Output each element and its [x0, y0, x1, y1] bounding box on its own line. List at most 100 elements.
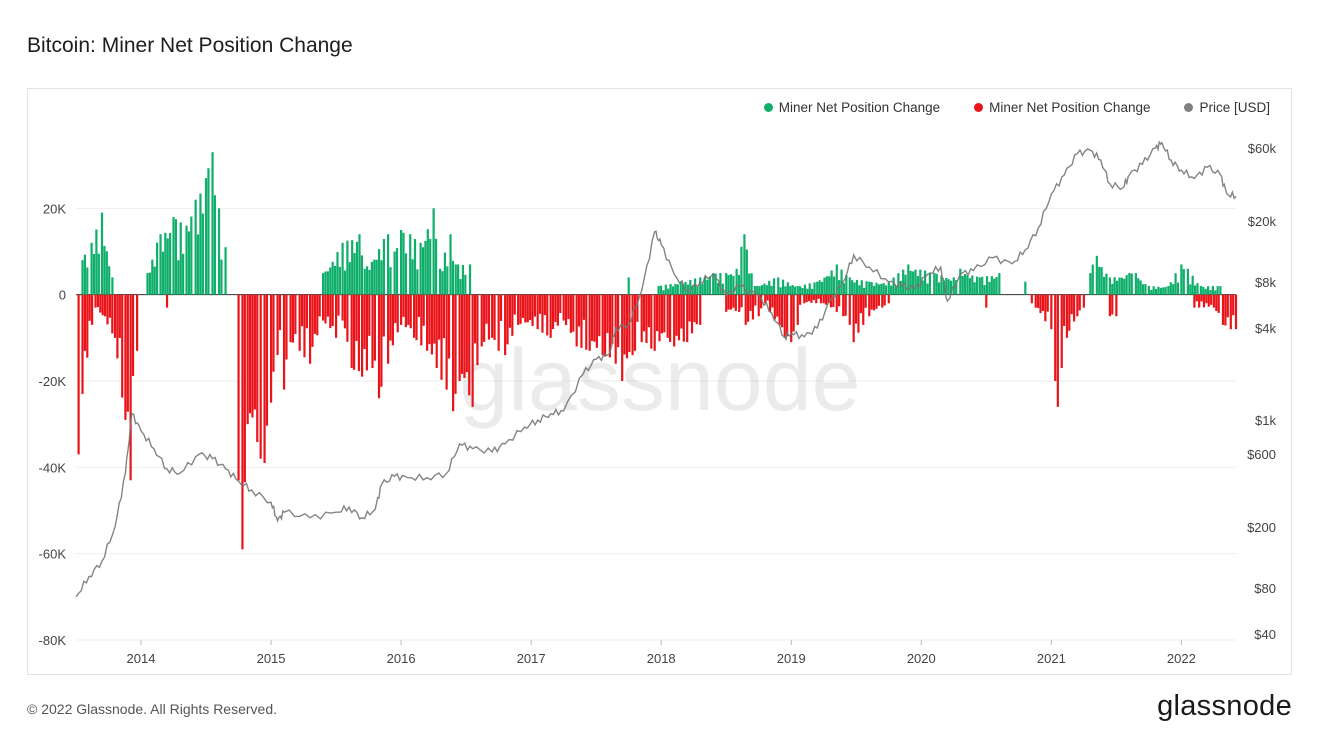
bar-negative [812, 294, 815, 301]
bar-positive [432, 208, 435, 295]
right-tick-label: $80 [1254, 581, 1276, 596]
bar-negative [883, 294, 886, 306]
bar-positive [894, 285, 898, 295]
bar-positive [806, 288, 809, 295]
bar-positive [1115, 280, 1119, 295]
bar-positive [429, 238, 432, 295]
bar-negative [1070, 294, 1073, 315]
bar-positive [828, 276, 831, 295]
bar-negative [546, 294, 549, 336]
bar-negative [300, 294, 304, 327]
bar-negative [780, 294, 784, 328]
bar-negative [577, 294, 581, 327]
right-axis-ticks: $60k $20k $8k $4k $1k $600 $200 $80 $40 [1247, 141, 1276, 642]
bar-negative [819, 294, 823, 304]
bar-positive [1098, 266, 1101, 295]
bar-positive [909, 270, 912, 295]
bar-positive [166, 238, 169, 295]
bar-negative [621, 294, 624, 381]
bar-negative [311, 294, 314, 347]
bar-negative [582, 294, 585, 320]
bar-positive [712, 273, 715, 295]
bar-negative [633, 294, 637, 351]
bar-negative [559, 294, 562, 314]
bar-negative [104, 294, 107, 317]
bar-negative [1065, 294, 1069, 338]
bar-positive [745, 249, 748, 295]
bar-negative [773, 294, 776, 320]
bar-negative [877, 294, 880, 306]
bar-positive [708, 276, 711, 295]
bar-positive [662, 290, 665, 295]
bar-positive [174, 219, 178, 295]
left-tick-label: -20K [39, 374, 67, 389]
bar-negative [792, 294, 795, 332]
bar-negative [768, 294, 772, 312]
bar-positive [706, 280, 709, 295]
legend-item-price[interactable]: Price [USD] [1184, 100, 1270, 115]
bar-positive [1167, 286, 1170, 295]
bar-negative [832, 294, 835, 308]
bar-positive [911, 271, 915, 295]
bar-negative [1193, 294, 1196, 308]
bar-negative [1215, 294, 1218, 311]
bar-positive [177, 260, 180, 295]
bar-negative [337, 294, 340, 316]
legend-item-positive[interactable]: Miner Net Position Change [763, 100, 940, 115]
bar-positive [1095, 255, 1098, 295]
bar-negative [81, 294, 84, 394]
bar-positive [770, 285, 773, 295]
bar-positive [981, 276, 984, 295]
bar-positive [995, 276, 998, 295]
bar-positive [1204, 288, 1207, 295]
bar-negative [1054, 294, 1057, 381]
bar-negative [835, 294, 838, 312]
bar-positive [159, 234, 162, 295]
bar-negative [298, 294, 301, 351]
bar-negative [524, 294, 527, 323]
bar-positive [220, 259, 223, 295]
bar-positive [949, 280, 953, 295]
bar-positive [370, 261, 373, 295]
bar-positive [468, 264, 472, 295]
bar-positive [90, 242, 93, 295]
bar-negative [1078, 294, 1081, 311]
bar-positive [108, 266, 111, 295]
bar-negative [468, 294, 471, 396]
bar-positive [820, 281, 824, 295]
bar-positive [784, 286, 787, 295]
bar-negative [269, 294, 273, 403]
bar-negative [508, 294, 512, 328]
bar-positive [964, 274, 967, 295]
bar-positive [454, 264, 457, 295]
bar-positive [1199, 286, 1202, 295]
bar-positive [657, 286, 660, 295]
bar-positive [1206, 286, 1210, 295]
bar-positive [346, 240, 349, 295]
bar-positive [727, 275, 730, 295]
bar-negative [91, 294, 94, 325]
legend-item-negative[interactable]: Miner Net Position Change [974, 100, 1150, 115]
bar-negative [285, 294, 288, 360]
bar-positive [853, 282, 856, 295]
bar-negative [859, 294, 862, 314]
bar-positive [1130, 273, 1133, 295]
bar-negative [426, 294, 429, 351]
bar-positive [735, 268, 738, 295]
bar-positive [217, 208, 221, 295]
bar-negative [526, 294, 529, 323]
bar-positive [848, 277, 851, 295]
bar-positive [729, 274, 733, 295]
bar-positive [360, 255, 363, 295]
bar-negative [590, 294, 594, 341]
bar-negative [766, 294, 769, 301]
bar-negative [1034, 294, 1037, 308]
bar-negative [357, 294, 360, 372]
bar-positive [161, 251, 165, 295]
bar-positive [164, 232, 167, 295]
bar-negative [305, 294, 308, 329]
bar-positive [865, 281, 868, 295]
bar-negative [864, 294, 867, 308]
chart-title: Bitcoin: Miner Net Position Change [27, 34, 353, 57]
bar-negative [1200, 294, 1203, 302]
